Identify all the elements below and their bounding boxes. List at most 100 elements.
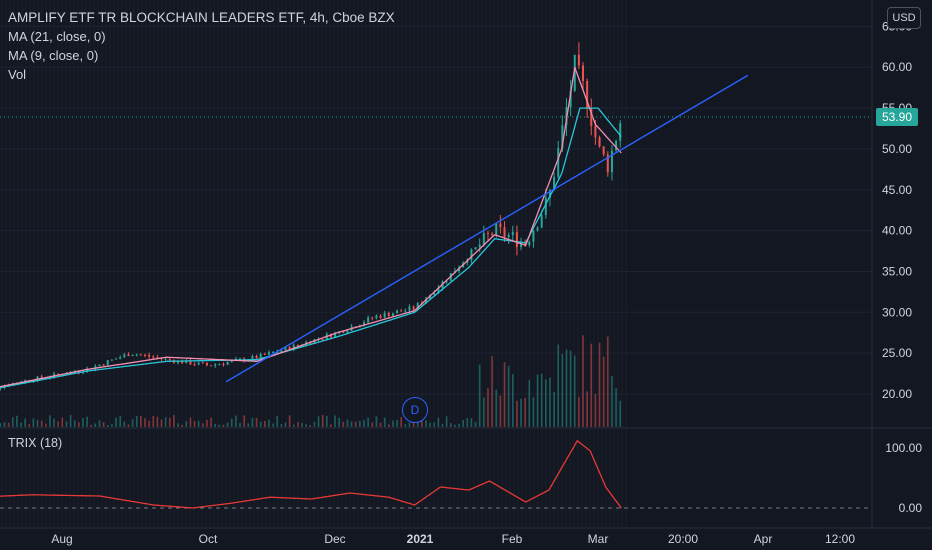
candle-body (606, 154, 609, 173)
candle-body (536, 227, 539, 231)
volume-bar (532, 397, 535, 427)
candle-body (259, 353, 262, 359)
volume-bar (57, 421, 59, 427)
volume-bar (511, 374, 514, 427)
volume-bar (119, 415, 121, 427)
candle-body (507, 235, 510, 238)
volume-bar (156, 416, 159, 427)
volume-bar (102, 422, 105, 427)
trix-tick-label: 0.00 (899, 501, 923, 515)
trix-line (0, 439, 622, 509)
volume-bar (383, 417, 386, 427)
price-tick-label: 25.00 (882, 346, 912, 360)
volume-bar (36, 420, 39, 427)
volume-bar (284, 422, 287, 427)
volume-bar (549, 377, 551, 427)
volume-bar (470, 418, 473, 427)
symbol-title[interactable]: AMPLIFY ETF TR BLOCKCHAIN LEADERS ETF, 4… (8, 10, 395, 25)
candle-body (218, 363, 221, 365)
volume-bar (288, 415, 291, 427)
volume-bar (421, 419, 423, 427)
candle-body (590, 108, 593, 126)
volume-bar (359, 420, 361, 427)
candle-body (152, 356, 155, 358)
candle-body (185, 360, 188, 364)
candle-body (193, 364, 196, 366)
volume-bar (40, 420, 43, 427)
volume-bar (181, 424, 183, 427)
trendline[interactable] (225, 74, 749, 383)
price-tick-label: 35.00 (882, 264, 912, 278)
volume-bar (491, 356, 493, 427)
volume-bar (255, 417, 258, 427)
candle-body (553, 176, 556, 191)
volume-bar (437, 417, 440, 427)
volume-bar (20, 422, 22, 427)
volume-bar (540, 373, 543, 427)
volume-bar (338, 417, 341, 427)
candle-body (515, 232, 518, 248)
candle-body (156, 357, 159, 359)
volume-bar (189, 417, 192, 427)
candle-body (503, 227, 506, 238)
volume-bar (86, 416, 88, 427)
volume-bar (243, 415, 245, 427)
volume-bar (0, 423, 2, 427)
volume-bar (3, 422, 6, 427)
volume-bar (32, 418, 35, 427)
candle-body (102, 364, 105, 366)
candle-body (437, 287, 440, 294)
volume-bar (578, 396, 580, 427)
volume-bars (0, 335, 622, 427)
volume-bar (152, 415, 155, 427)
horizontal-gridlines (0, 25, 872, 395)
candle-body (383, 312, 386, 318)
candle-body (548, 190, 551, 198)
volume-bar (53, 418, 55, 427)
volume-bar (367, 417, 369, 427)
volume-bar (11, 417, 14, 427)
volume-bar (276, 415, 279, 427)
volume-bar (239, 422, 241, 427)
currency-button[interactable]: USD (887, 7, 921, 29)
volume-bar (197, 420, 200, 427)
candle-body (288, 346, 291, 350)
candle-body (615, 140, 618, 151)
ma21-legend[interactable]: MA (21, close, 0) (8, 29, 106, 44)
price-tick-label: 60.00 (882, 60, 912, 74)
candle-body (391, 313, 394, 316)
candle-body (379, 315, 382, 318)
volume-bar (111, 423, 113, 427)
candle-body (598, 137, 601, 147)
volume-bar (268, 419, 270, 427)
price-tick-label: 40.00 (882, 224, 912, 238)
candle-body (168, 358, 171, 361)
volume-bar (140, 416, 142, 427)
volume-bar (350, 421, 353, 427)
volume-legend[interactable]: Vol (8, 67, 27, 82)
volume-bar (354, 421, 357, 427)
last-price-tag: 53.90 (876, 108, 918, 127)
volume-bar (272, 423, 274, 427)
volume-bar (363, 419, 365, 427)
volume-bar (346, 419, 349, 427)
volume-bar (404, 424, 407, 427)
volume-bar (342, 421, 345, 427)
time-tick-label: 12:00 (825, 532, 855, 546)
trix-legend[interactable]: TRIX (18) (8, 436, 63, 450)
volume-bar (425, 420, 427, 427)
volume-bar (396, 420, 398, 427)
volume-bar (45, 423, 47, 427)
volume-bar (499, 395, 502, 427)
candle-body (445, 280, 448, 282)
candle-body (98, 364, 101, 367)
ma9-legend[interactable]: MA (9, close, 0) (8, 48, 99, 63)
time-tick-label: Feb (502, 532, 523, 546)
candle-body (329, 334, 332, 338)
volume-bar (330, 424, 332, 427)
volume-bar (313, 421, 316, 427)
candle-body (230, 360, 233, 362)
volume-bar (305, 424, 307, 427)
dividend-event-marker[interactable]: D (402, 397, 428, 423)
